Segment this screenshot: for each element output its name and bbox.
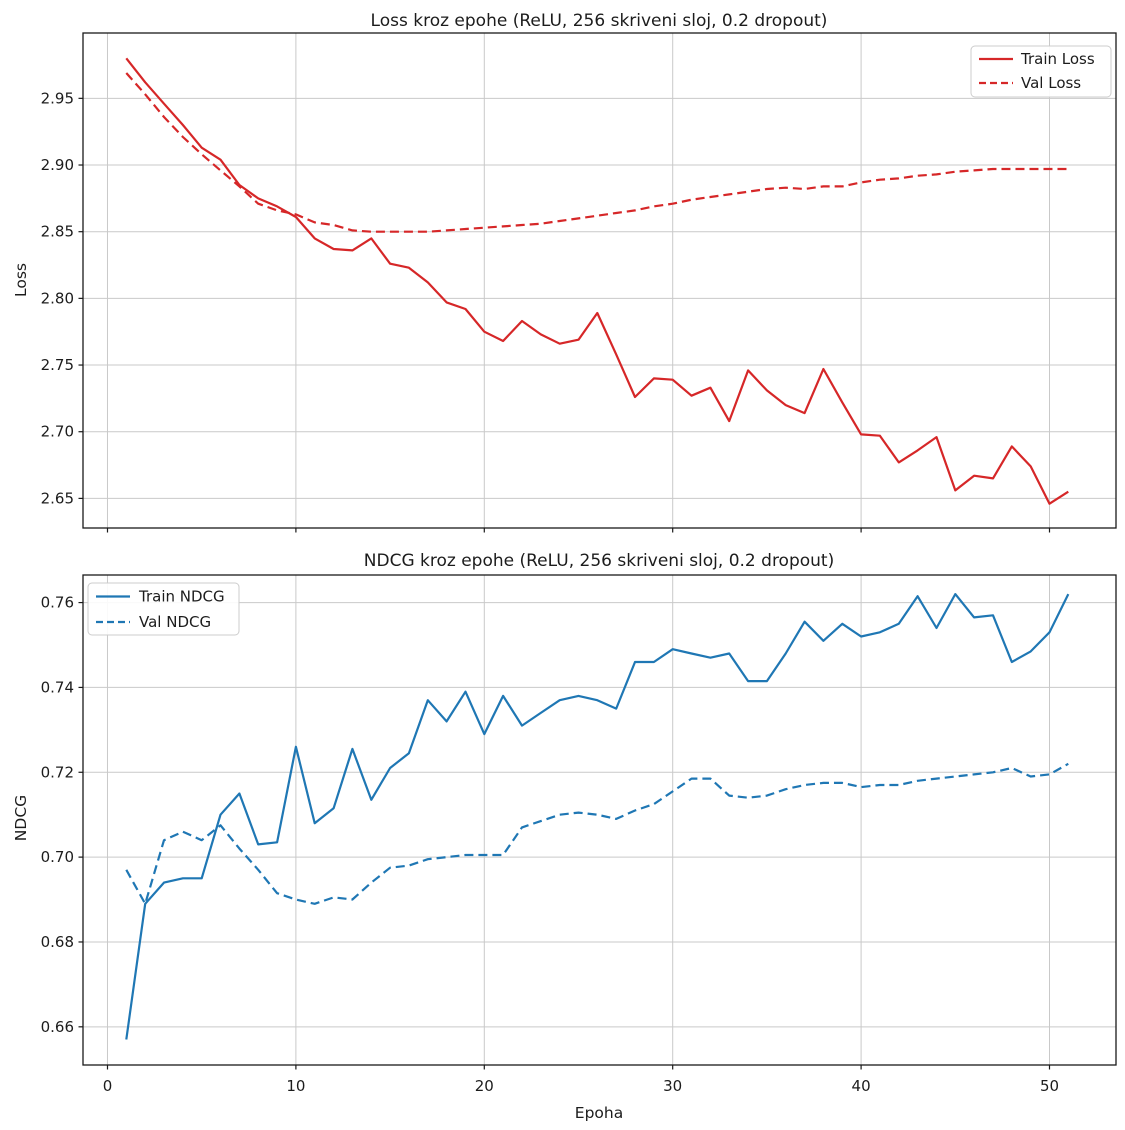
loss-chart: 2.65 2.70 2.75 2.80 2.85 2.90 2.95 Loss kroz e… xyxy=(12,11,1117,533)
axes: 2.65 2.70 2.75 2.80 2.85 2.90 2.95 xyxy=(41,32,1117,533)
legend-label: Val NDCG xyxy=(139,613,211,631)
x-tick-label: 30 xyxy=(663,1077,682,1095)
chart-title: NDCG kroz epohe (ReLU, 256 skriveni sloj… xyxy=(364,551,834,571)
val-ndcg-line xyxy=(125,762,1069,905)
legend: Train Loss Val Loss xyxy=(970,45,1112,98)
ndcg-chart: 0 10 20 30 40 50 0.66 0.68 0.70 0.72 0.74 0.76 NDCG… xyxy=(12,551,1117,1122)
y-tick-label: 2.80 xyxy=(41,289,74,307)
chart-title: Loss kroz epohe (ReLU, 256 skriveni sloj… xyxy=(371,11,828,31)
gridlines xyxy=(83,575,1116,1065)
legend: Train NDCG Val NDCG xyxy=(87,582,240,636)
y-tick-label: 2.85 xyxy=(41,223,74,241)
val-loss-line xyxy=(125,72,1069,233)
x-tick-label: 50 xyxy=(1040,1077,1059,1095)
x-axis-label: Epoha xyxy=(575,1104,623,1122)
y-tick-label: 0.72 xyxy=(41,763,74,781)
y-tick-label: 2.90 xyxy=(41,156,74,174)
legend-label: Train NDCG xyxy=(138,588,225,606)
axes: 0 10 20 30 40 50 0.66 0.68 0.70 0.72 0.74 0.76 xyxy=(41,574,1117,1095)
y-tick-label: 2.75 xyxy=(41,356,74,374)
x-tick-label: 40 xyxy=(852,1077,871,1095)
x-tick-label: 10 xyxy=(286,1077,305,1095)
y-axis-label: Loss xyxy=(12,263,30,297)
y-tick-label: 0.76 xyxy=(41,594,74,612)
y-tick-label: 0.74 xyxy=(41,678,74,696)
gridlines xyxy=(83,33,1116,528)
legend-label: Train Loss xyxy=(1020,50,1095,68)
x-tick-label: 0 xyxy=(103,1077,113,1095)
y-tick-label: 0.70 xyxy=(41,848,74,866)
data-lines xyxy=(125,592,1070,1040)
train-loss-line xyxy=(125,57,1069,505)
x-tick-label: 20 xyxy=(475,1077,494,1095)
y-tick-label: 0.66 xyxy=(41,1018,74,1036)
legend-label: Val Loss xyxy=(1021,74,1081,92)
y-tick-label: 0.68 xyxy=(41,933,74,951)
y-tick-label: 2.70 xyxy=(41,423,74,441)
y-axis-label: NDCG xyxy=(12,795,30,841)
y-tick-label: 2.65 xyxy=(41,489,74,507)
y-tick-label: 2.95 xyxy=(41,89,74,107)
data-lines xyxy=(125,57,1069,505)
plot-border xyxy=(82,574,1117,1066)
plot-border xyxy=(82,32,1117,529)
train-ndcg-line xyxy=(125,592,1070,1040)
